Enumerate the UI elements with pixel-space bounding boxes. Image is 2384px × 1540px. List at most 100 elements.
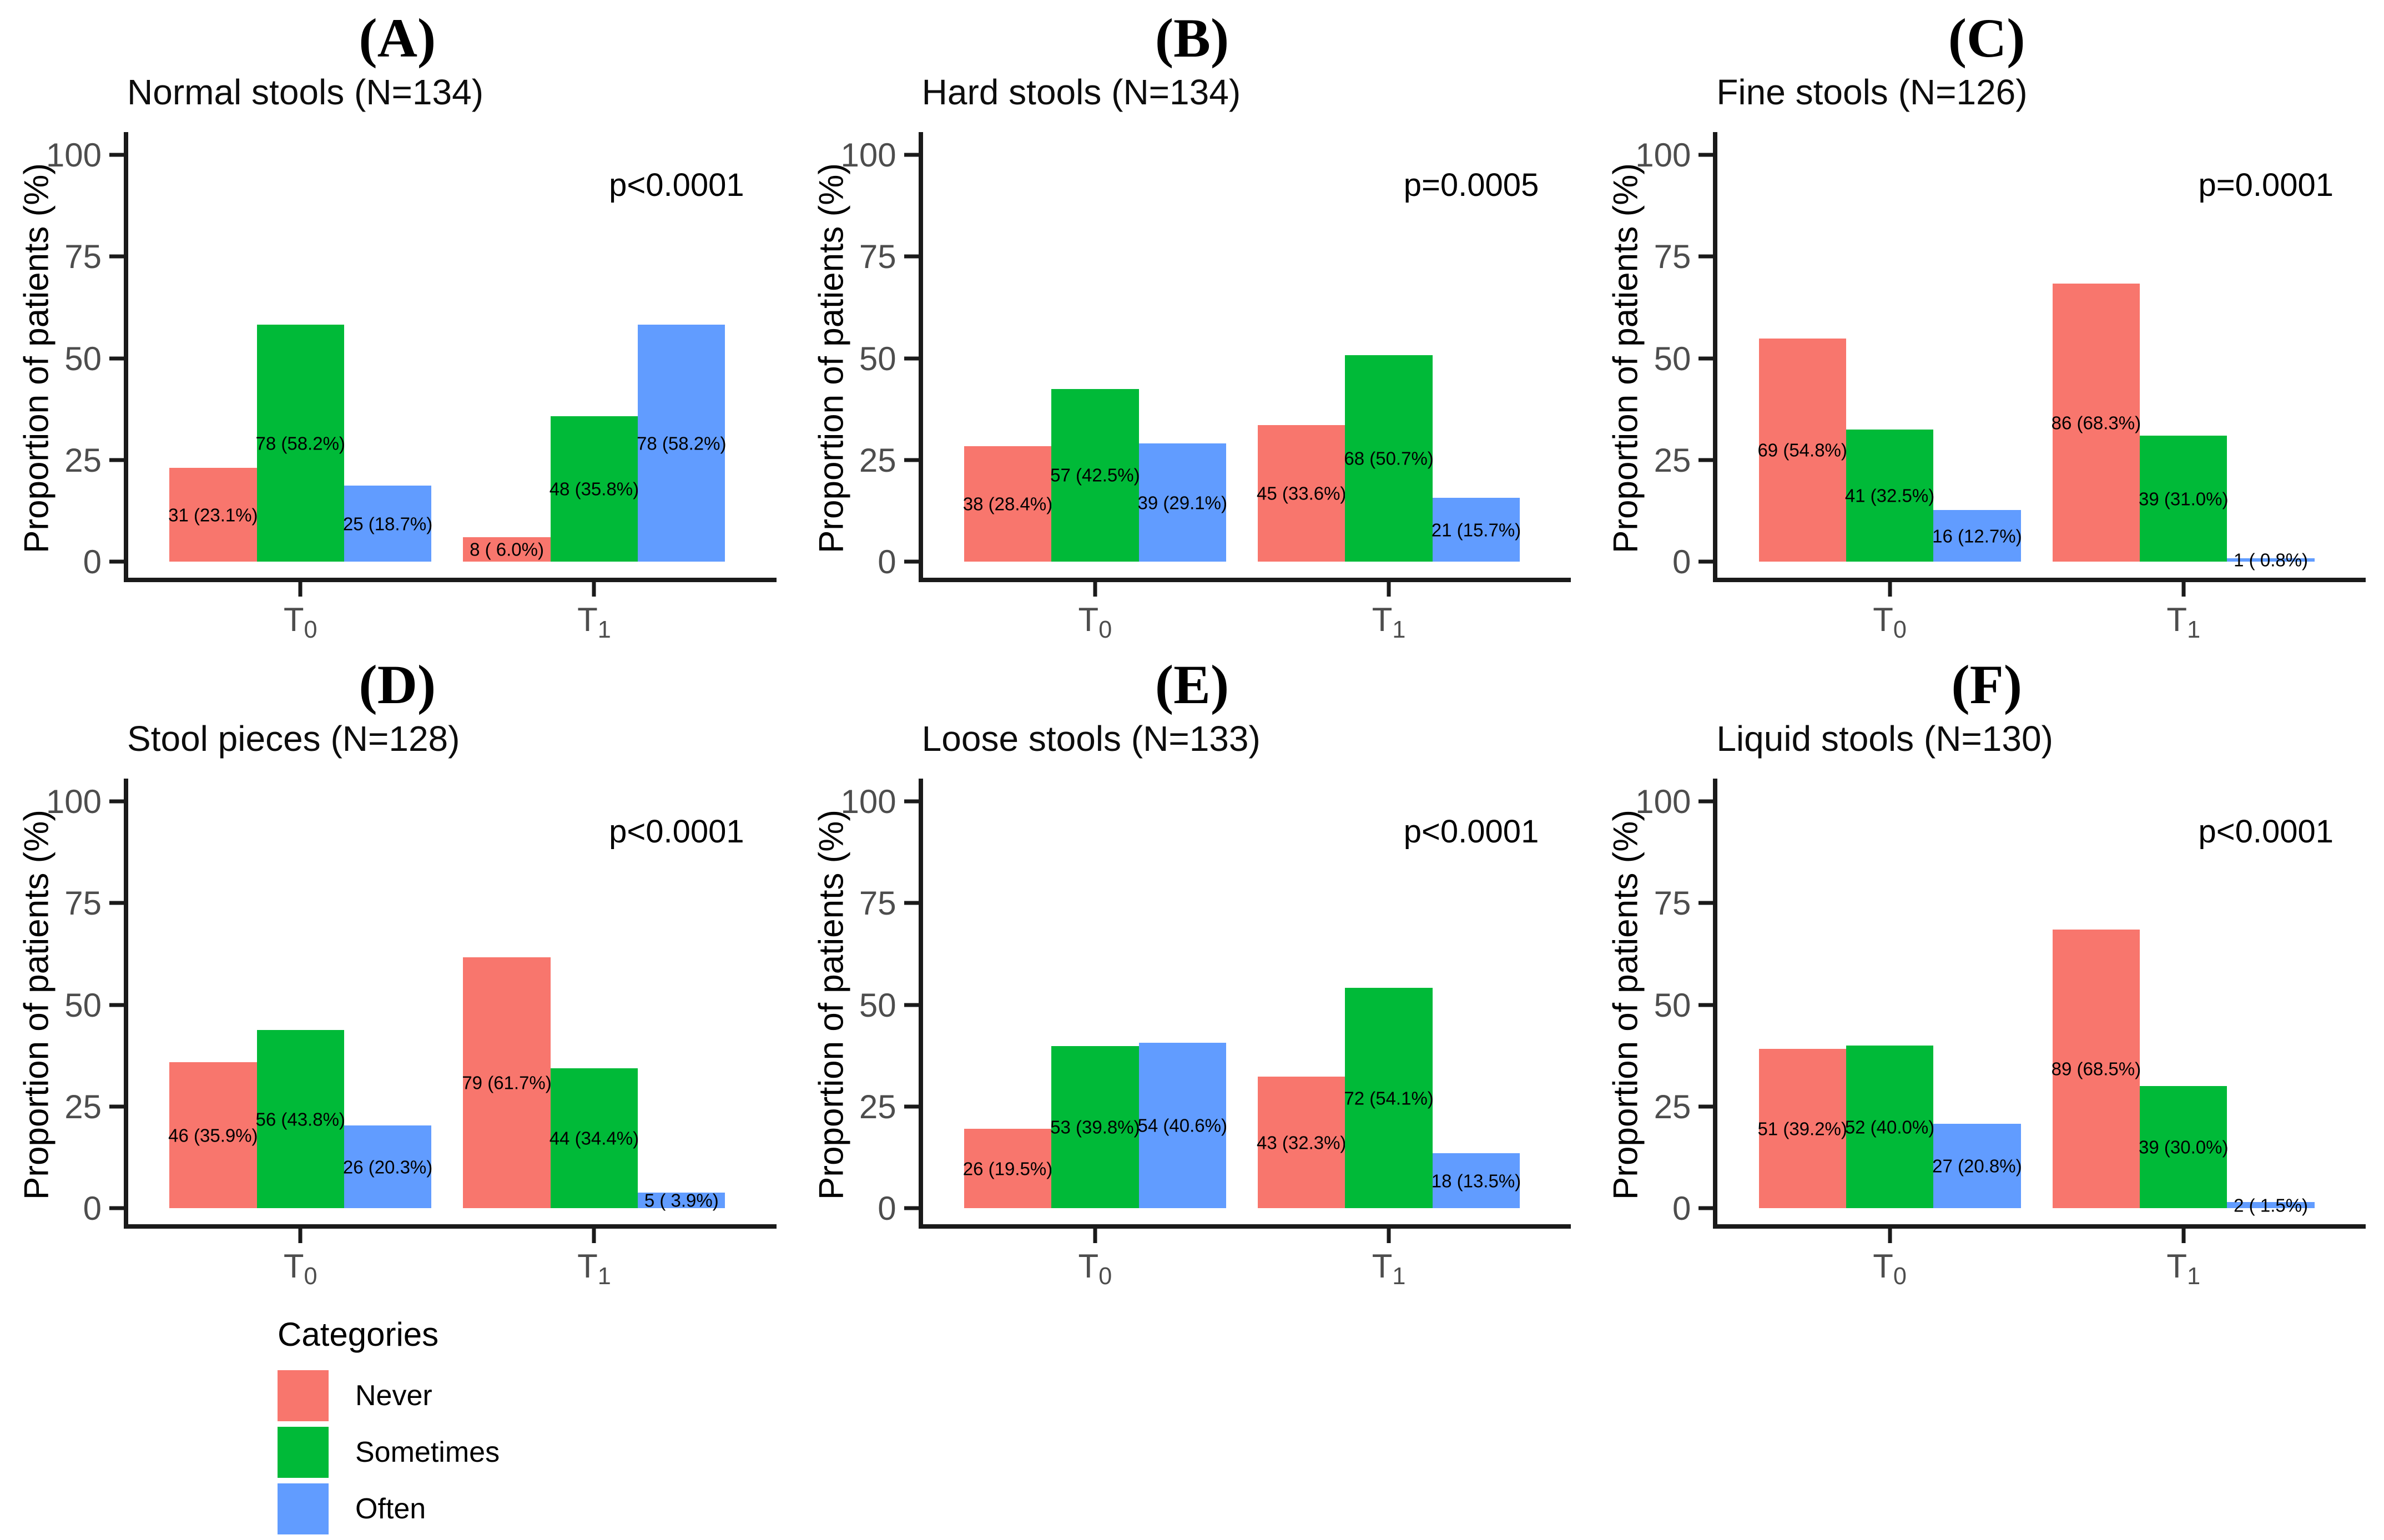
bar-value-label: 52 (40.0%) [1844, 1117, 1935, 1138]
bar-value-label: 56 (43.8%) [255, 1109, 345, 1130]
x-tick-subscript: 0 [1098, 617, 1112, 644]
x-tick-subscript: 0 [304, 617, 317, 644]
bar-value-label: 51 (39.2%) [1757, 1118, 1847, 1139]
bar-sometimes: 68 (50.7%) [1344, 355, 1434, 562]
y-axis-tick-label: 25 [64, 1088, 102, 1126]
x-axis-tick [1093, 582, 1097, 597]
chart-area: Loose stools (N=133) p<0.0001 0 25 50 75 100… [841, 719, 1571, 1289]
chart-panel: (C) Proportion of patients (%) Fine stoo… [1589, 0, 2384, 647]
panel-title: Loose stools (N=133) [921, 719, 1261, 759]
plot-area: p<0.0001 0 25 50 75 100 T0 51 (39.2%) 52 (40.0%… [1635, 779, 2366, 1289]
x-axis-tick-label: T1 [577, 603, 611, 642]
y-axis-tick-label: 75 [859, 238, 896, 276]
panel-letter: (E) [1155, 654, 1229, 715]
p-value-label: p<0.0001 [2198, 814, 2333, 850]
x-tick-text: T [2166, 1248, 2188, 1285]
bar-never: 89 (68.5%) [2052, 929, 2141, 1209]
panel-title: Stool pieces (N=128) [127, 719, 460, 759]
chart-panel: (B) Proportion of patients (%) Hard stoo… [795, 0, 1590, 647]
x-tick-text: T [1372, 601, 1393, 638]
y-axis-tick-label: 0 [83, 543, 102, 581]
chart-area: Hard stools (N=134) p=0.0005 0 25 50 75 100 T… [841, 72, 1571, 642]
y-axis-tick [1698, 356, 1713, 360]
y-axis-tick [109, 799, 124, 804]
x-axis-tick-label: T0 [284, 1250, 317, 1289]
bar-value-label: 68 (50.7%) [1344, 448, 1434, 469]
y-axis-line [918, 132, 923, 582]
y-axis-line [124, 132, 128, 582]
y-axis-title: Proportion of patients (%) [17, 810, 56, 1200]
y-axis-tick [904, 799, 919, 804]
plot-area: p<0.0001 0 25 50 75 100 T0 46 (35.9%) 56 (43.8%… [46, 779, 777, 1289]
y-axis-tick-label: 50 [1654, 986, 1691, 1024]
x-axis-tick [592, 582, 596, 597]
panel-letter: (B) [1155, 7, 1229, 69]
bar-value-label: 54 (40.6%) [1137, 1115, 1227, 1136]
y-axis-tick-label: 0 [83, 1190, 102, 1228]
bar-never: 31 (23.1%) [168, 467, 258, 562]
legend-item-label: Sometimes [355, 1436, 500, 1468]
x-tick-text: T [577, 601, 598, 638]
y-axis-title: Proportion of patients (%) [812, 810, 851, 1200]
y-axis-tick-label: 75 [64, 885, 102, 922]
bar-never: 46 (35.9%) [168, 1062, 258, 1209]
chart-panel: (A) Proportion of patients (%) Normal st… [0, 0, 795, 647]
y-axis-tick [109, 901, 124, 905]
y-axis-tick-label: 25 [1654, 442, 1691, 479]
panel-letter: (F) [1951, 654, 2022, 715]
y-axis-tick [904, 1104, 919, 1109]
y-axis-tick-label: 75 [1654, 238, 1691, 276]
bar-value-label: 45 (33.6%) [1257, 483, 1347, 504]
y-axis-title: Proportion of patients (%) [812, 163, 851, 554]
bar-value-label: 78 (58.2%) [637, 433, 727, 454]
legend-item: Sometimes [278, 1427, 2384, 1478]
x-tick-text: T [2166, 601, 2188, 638]
p-value-label: p<0.0001 [609, 167, 744, 203]
x-tick-subscript: 1 [2187, 617, 2201, 644]
p-value-label: p<0.0001 [1403, 814, 1539, 850]
x-axis-tick [1888, 1229, 1892, 1243]
y-axis-tick-label: 75 [1654, 885, 1691, 922]
plot-area: p<0.0001 0 25 50 75 100 T0 31 (23.1%) 78 (58.2%… [46, 132, 777, 642]
y-axis-line [1713, 779, 1718, 1229]
y-axis-tick [904, 356, 919, 360]
y-axis-tick [1698, 559, 1713, 564]
bar-value-label: 79 (61.7%) [462, 1072, 552, 1093]
y-axis-tick [1698, 1003, 1713, 1007]
bar-value-label: 86 (68.3%) [2051, 412, 2141, 433]
x-tick-subscript: 1 [1392, 1263, 1406, 1290]
y-axis-tick [109, 559, 124, 564]
bar-never: 69 (54.8%) [1757, 339, 1847, 562]
bar-value-label: 53 (39.8%) [1050, 1117, 1140, 1138]
y-axis-tick [904, 458, 919, 462]
x-tick-text: T [283, 601, 304, 638]
y-axis-tick-label: 50 [64, 340, 102, 377]
x-axis-tick-label: T1 [2166, 603, 2200, 642]
x-tick-subscript: 0 [304, 1263, 317, 1290]
legend-item: Often [278, 1483, 2384, 1534]
x-axis-line [918, 1224, 1571, 1229]
y-axis-tick [904, 1206, 919, 1210]
y-axis-tick-label: 75 [859, 885, 896, 922]
y-axis-tick-label: 25 [64, 442, 102, 479]
bar-value-label: 38 (28.4%) [962, 493, 1053, 514]
legend-item-label: Never [355, 1380, 432, 1412]
x-tick-subscript: 0 [1098, 1263, 1112, 1290]
panel-letter: (A) [359, 7, 436, 69]
x-axis-tick-label: T1 [1372, 1250, 1406, 1289]
bar-value-label: 1 ( 0.8%) [2234, 549, 2309, 570]
x-axis-tick [1093, 1229, 1097, 1243]
panel-grid: (A) Proportion of patients (%) Normal st… [0, 0, 2384, 1289]
y-axis-tick [1698, 458, 1713, 462]
x-tick-text: T [577, 1248, 598, 1285]
bar-value-label: 41 (32.5%) [1844, 485, 1935, 506]
x-tick-subscript: 0 [1893, 1263, 1907, 1290]
bar-never: 38 (28.4%) [962, 446, 1053, 562]
y-axis-tick [109, 458, 124, 462]
x-axis-tick-label: T1 [1372, 603, 1406, 642]
legend-title: Categories [278, 1316, 439, 1353]
y-axis-tick [109, 356, 124, 360]
x-axis-tick [2181, 1229, 2186, 1243]
x-tick-text: T [1873, 1248, 1893, 1285]
x-axis-tick [2181, 582, 2186, 597]
